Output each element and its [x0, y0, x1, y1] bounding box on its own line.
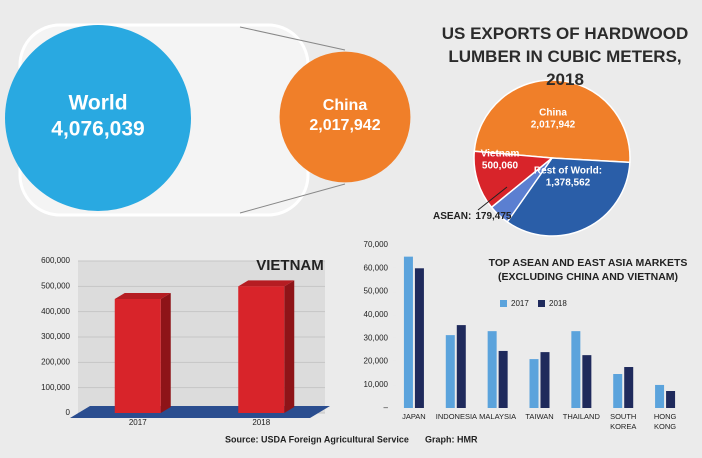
x-tick-label: INDONESIA [435, 412, 478, 421]
main-title: US EXPORTS OF HARDWOOD LUMBER IN CUBIC M… [441, 24, 689, 89]
bar [529, 359, 539, 408]
pie-value: 1,378,562 [546, 178, 591, 189]
y-tick-label: 60,000 [364, 263, 389, 272]
bar [624, 367, 634, 408]
bar [655, 384, 665, 408]
y-tick-label: 300,000 [41, 332, 70, 341]
bubble-label: World [68, 92, 127, 115]
bar [456, 325, 466, 408]
pie-slice [473, 79, 631, 164]
pie-label: ASEAN: 179,475 [433, 211, 512, 222]
pie-category: China [539, 108, 567, 119]
bar [414, 268, 424, 408]
chart-title: VIETNAM [256, 257, 324, 274]
bar [582, 355, 592, 408]
bar [540, 352, 550, 408]
credit: Graph: HMR [425, 434, 478, 444]
bubble-label: China [323, 97, 368, 114]
source: Source: USDA Foreign Agricultural Servic… [225, 434, 409, 444]
pie-category: Vietnam [481, 149, 520, 160]
x-tick-label: MALAYSIA [479, 412, 517, 421]
bar-top [238, 280, 295, 287]
pie-slice [506, 157, 631, 237]
y-tick-label: 70,000 [364, 240, 389, 249]
x-tick-label: HONG KONG [653, 412, 677, 431]
bar [487, 331, 497, 408]
x-tick-label: JAPAN [402, 412, 426, 421]
bar [498, 350, 508, 408]
y-tick-label: 40,000 [364, 310, 389, 319]
leader-line [477, 186, 508, 211]
bar [613, 374, 623, 408]
bar-side [160, 293, 171, 413]
bar [238, 286, 285, 413]
legend-label: 2017 [511, 299, 529, 308]
bar [114, 299, 161, 413]
bar [571, 331, 581, 408]
pie-slice [473, 150, 554, 209]
bubble-value: 4,076,039 [51, 118, 144, 141]
x-tick-label: SOUTH KOREA [610, 412, 637, 431]
x-tick-label: TAIWAN [525, 412, 554, 421]
legend-swatch [500, 300, 507, 307]
legend-swatch [538, 300, 545, 307]
bar [445, 335, 455, 408]
bubble [5, 25, 191, 211]
bubble [279, 51, 411, 183]
y-tick-label: – [384, 403, 389, 412]
pie-value: 500,060 [482, 161, 519, 172]
connector [239, 26, 346, 51]
legend-label: 2018 [549, 299, 567, 308]
bar-top [114, 293, 171, 299]
y-tick-label: 0 [66, 408, 71, 417]
x-tick-label: THAILAND [562, 412, 600, 421]
x-tick-label: 2017 [129, 418, 147, 427]
y-tick-label: 30,000 [364, 333, 389, 342]
chart-title: TOP ASEAN AND EAST ASIA MARKETS (EXCLUDI… [488, 257, 688, 283]
bubble-value: 2,017,942 [309, 117, 380, 134]
y-tick-label: 10,000 [364, 380, 389, 389]
y-tick-label: 500,000 [41, 281, 70, 290]
pie-category: ASEAN: [433, 211, 471, 222]
pie-value: 2,017,942 [531, 120, 576, 131]
connector [239, 183, 346, 214]
y-tick-label: 400,000 [41, 307, 70, 316]
pie-category: Rest of World: [534, 166, 602, 177]
bar-side [284, 280, 295, 413]
y-tick-label: 50,000 [364, 287, 389, 296]
y-tick-label: 100,000 [41, 383, 70, 392]
bar [666, 391, 676, 408]
bar [403, 256, 413, 408]
y-tick-label: 200,000 [41, 357, 70, 366]
y-tick-label: 20,000 [364, 357, 389, 366]
y-tick-label: 600,000 [41, 256, 70, 265]
pie-value: 179,475 [475, 211, 512, 222]
x-tick-label: 2018 [252, 418, 270, 427]
